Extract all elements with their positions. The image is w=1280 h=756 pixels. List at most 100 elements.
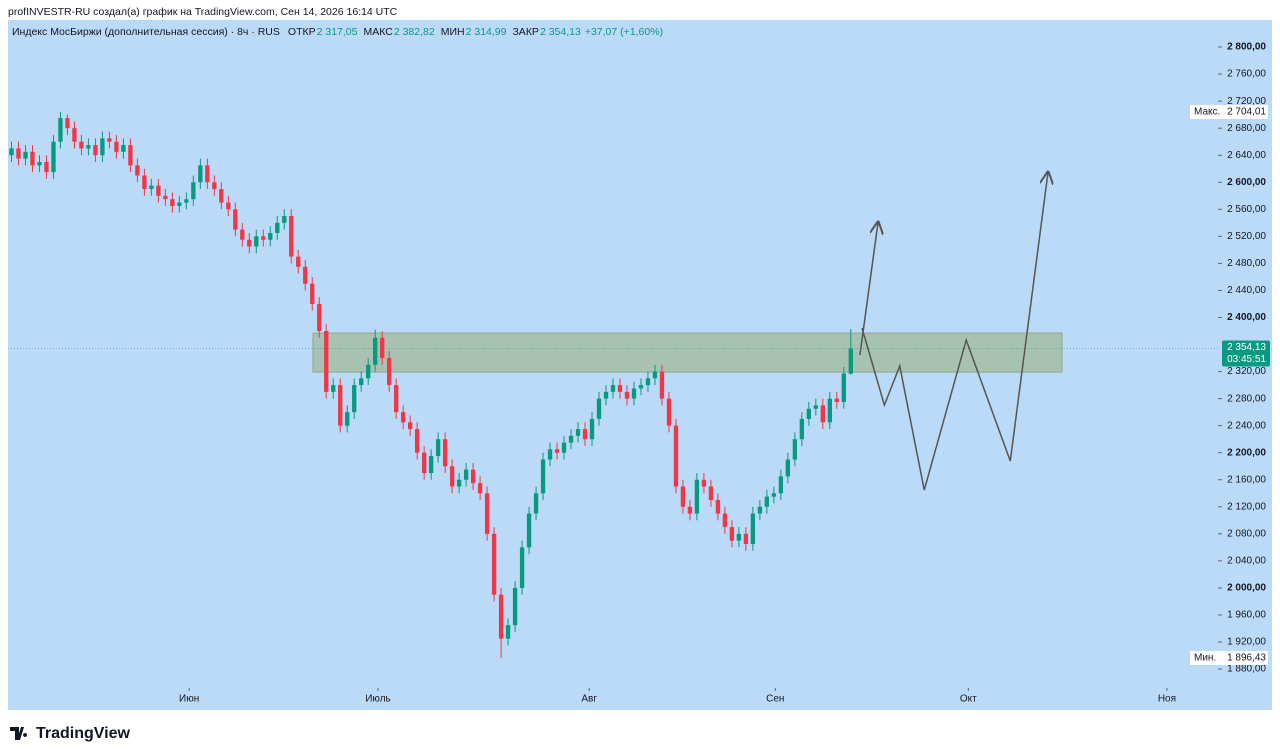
y-tick-label: 1 960,00 — [1227, 610, 1266, 621]
candle-body — [491, 533, 497, 595]
legend-item-value: 2 382,82 — [394, 26, 435, 38]
y-tick-label: 2 600,00 — [1227, 177, 1266, 188]
candle-body — [72, 128, 77, 142]
candle-body — [86, 145, 91, 149]
candle-body — [191, 182, 196, 200]
y-tick-label: 2 160,00 — [1227, 474, 1266, 485]
candle-body — [449, 466, 455, 487]
candle-body — [785, 459, 791, 477]
candle-body — [44, 161, 49, 173]
x-tick-label: Ноя — [1158, 694, 1176, 705]
candle-body — [715, 500, 721, 514]
candle-body — [156, 185, 161, 196]
candle-body — [373, 337, 378, 365]
logo: TradingView — [10, 725, 131, 742]
legend-item-name: МИН — [441, 26, 465, 38]
candle-body — [806, 408, 812, 419]
candle-body — [414, 429, 420, 453]
candle-body — [428, 456, 434, 473]
candle-body — [9, 148, 14, 156]
candle-body — [673, 425, 679, 487]
legend-item-name: ЗАКР — [512, 26, 538, 38]
y-tick-label: 2 320,00 — [1227, 366, 1266, 377]
candle-body — [435, 439, 441, 457]
x-tick-label: Сен — [766, 694, 784, 705]
candle-body — [701, 479, 707, 487]
candle-body — [750, 513, 756, 544]
candle-body — [708, 486, 714, 501]
candle-body — [736, 533, 742, 541]
candle-body — [261, 236, 266, 240]
candle-body — [792, 439, 798, 460]
legend-item-value: 2 354,13 — [540, 26, 581, 38]
legend-item-value: 2 317,05 — [317, 26, 358, 38]
last-price-label: 2 354,13 — [1227, 342, 1266, 353]
min-marker-box — [1190, 650, 1222, 665]
y-tick-label: 2 040,00 — [1227, 556, 1266, 567]
y-tick-label: 1 880,00 — [1227, 664, 1266, 675]
candle-body — [401, 412, 406, 423]
drawing-path — [861, 172, 1048, 491]
candle-body — [407, 422, 413, 430]
min-marker-name: Мин. — [1194, 653, 1216, 664]
candle-body — [142, 175, 147, 190]
candle-body — [212, 182, 217, 190]
candle-body — [366, 364, 371, 379]
candle-body — [610, 385, 616, 392]
candle-body — [121, 145, 126, 152]
candle-body — [345, 412, 350, 426]
y-tick-label: 2 760,00 — [1227, 69, 1266, 80]
y-tick-label: 2 000,00 — [1227, 583, 1266, 594]
x-tick-label: Окт — [960, 694, 977, 705]
candle-body — [30, 151, 35, 166]
candle-body — [687, 506, 693, 514]
candle-body — [680, 486, 686, 507]
candle-body — [240, 229, 245, 240]
candle-body — [114, 141, 119, 152]
y-tick-label: 2 520,00 — [1227, 231, 1266, 242]
legend-change: +37,07 (+1,60%) — [585, 26, 663, 38]
y-tick-label: 2 480,00 — [1227, 258, 1266, 269]
candle-body — [694, 479, 700, 514]
candle-body — [247, 239, 252, 247]
candle-body — [233, 209, 238, 230]
candle-body — [352, 385, 357, 413]
x-tick-label: Авг — [581, 694, 597, 705]
max-marker-label: 2 704,01 — [1227, 107, 1266, 118]
candle-body — [177, 202, 182, 206]
candle-body — [533, 493, 539, 514]
candle-body — [205, 165, 210, 183]
candle-body — [813, 405, 819, 409]
candle-body — [289, 216, 294, 257]
candle-body — [722, 513, 728, 528]
logo-icon — [10, 727, 28, 740]
candle-body — [23, 151, 28, 159]
author-line: profINVESTR-RU создал(а) график на Tradi… — [8, 6, 398, 18]
candle-body — [198, 165, 203, 183]
candle-body — [498, 594, 504, 639]
last-price-tag — [1222, 340, 1270, 367]
candle-body — [317, 303, 322, 332]
candle-body — [275, 222, 280, 233]
candle-body — [380, 337, 385, 359]
legend-symbol: Индекс МосБиржи (дополнительная сессия) … — [12, 26, 280, 38]
candle-body — [387, 358, 392, 386]
candle-body — [519, 547, 525, 588]
candle-body — [58, 118, 63, 142]
candle-body — [296, 256, 301, 267]
candle-body — [226, 202, 231, 210]
candle-body — [834, 398, 839, 403]
y-tick-label: 2 640,00 — [1227, 150, 1266, 161]
candle-body — [463, 469, 469, 480]
candle-body — [100, 138, 105, 156]
candle-body — [163, 195, 168, 200]
zone — [312, 332, 1063, 373]
min-marker-value-box — [1222, 650, 1268, 665]
candle-body — [645, 378, 651, 386]
candle-body — [338, 385, 343, 426]
candle-body — [554, 449, 560, 453]
y-tick-label: 2 200,00 — [1227, 447, 1266, 458]
candle-body — [764, 496, 770, 507]
